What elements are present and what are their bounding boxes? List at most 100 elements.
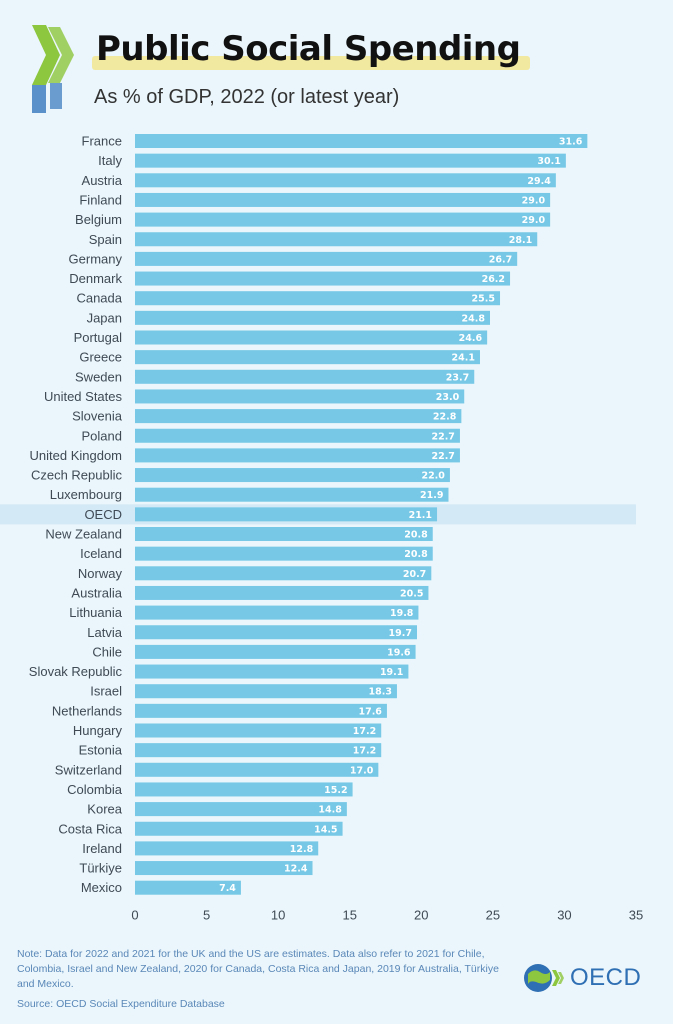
bar (135, 468, 450, 483)
value-label: 30.1 (537, 156, 560, 167)
category-label: Denmark (69, 271, 122, 286)
x-tick-label: 15 (342, 908, 356, 923)
category-label: Ireland (82, 841, 122, 856)
bar (135, 861, 313, 876)
bar (135, 644, 416, 659)
value-label: 19.8 (390, 608, 414, 619)
x-tick-label: 20 (414, 908, 428, 923)
value-label: 23.0 (436, 392, 460, 403)
category-label: Germany (69, 251, 123, 266)
bar (135, 684, 397, 699)
category-label: Colombia (67, 782, 123, 797)
value-label: 25.5 (472, 294, 495, 305)
value-label: 18.3 (368, 687, 391, 698)
bar-chart: France 31.6 Italy 30.1 Austria 29.4 Finland 29.… (0, 133, 643, 923)
bar (135, 448, 460, 463)
category-label: Türkiye (79, 861, 122, 876)
category-label: Slovenia (72, 409, 123, 424)
value-label: 20.5 (400, 588, 423, 599)
category-label: Italy (98, 153, 122, 168)
value-label: 17.2 (353, 746, 376, 757)
category-label: France (82, 134, 122, 149)
bar (135, 821, 343, 836)
bar (135, 880, 241, 895)
value-label: 17.0 (350, 765, 374, 776)
category-label: Finland (79, 192, 122, 207)
category-label: OECD (84, 507, 122, 522)
value-label: 24.8 (462, 313, 486, 324)
bar (135, 192, 551, 207)
value-label: 14.5 (314, 824, 337, 835)
value-label: 14.8 (318, 805, 342, 816)
value-label: 12.4 (284, 864, 308, 875)
bar (135, 585, 429, 600)
value-label: 12.8 (290, 844, 314, 855)
value-label: 17.2 (353, 726, 376, 737)
bar (135, 330, 488, 345)
category-label: Estonia (79, 743, 123, 758)
category-label: Belgium (75, 212, 122, 227)
value-label: 7.4 (219, 883, 236, 894)
value-label: 21.1 (409, 510, 432, 521)
category-label: Hungary (73, 723, 123, 738)
bar (135, 605, 419, 620)
chart-title-text: Public Social Spending (96, 29, 521, 69)
bar (135, 310, 490, 325)
value-label: 20.8 (404, 549, 428, 560)
category-label: Portugal (74, 330, 123, 345)
category-label: Latvia (87, 625, 122, 640)
category-label: Czech Republic (31, 468, 123, 483)
category-label: Korea (87, 802, 122, 817)
value-label: 20.7 (403, 569, 426, 580)
value-label: 24.6 (459, 333, 483, 344)
value-label: 22.8 (433, 412, 457, 423)
category-label: Slovak Republic (29, 664, 123, 679)
globe-icon (524, 964, 564, 992)
bar (135, 723, 382, 738)
category-label: United Kingdom (30, 448, 123, 463)
x-tick-label: 25 (486, 908, 500, 923)
bar (135, 134, 588, 148)
bar (135, 153, 566, 168)
category-label: Poland (82, 428, 122, 443)
value-label: 15.2 (324, 785, 347, 796)
chart-title: Public Social Spending (92, 26, 531, 72)
value-label: 31.6 (559, 137, 583, 148)
bar (135, 802, 347, 817)
value-label: 29.4 (527, 176, 551, 187)
value-label: 29.0 (522, 195, 546, 206)
bar (135, 409, 462, 424)
bar (135, 546, 433, 561)
x-tick-label: 30 (557, 908, 571, 923)
category-label: Austria (82, 173, 123, 188)
bar (135, 487, 449, 502)
bar (135, 566, 432, 581)
title-block: Public Social Spending (92, 26, 531, 72)
oecd-chevron-logo-icon (32, 25, 74, 113)
category-label: United States (44, 389, 123, 404)
category-label: Israel (90, 684, 122, 699)
value-label: 22.0 (421, 471, 445, 482)
value-label: 19.7 (389, 628, 412, 639)
x-tick-label: 10 (271, 908, 285, 923)
x-tick-label: 35 (629, 908, 643, 923)
footnote: Note: Data for 2022 and 2021 for the UK … (17, 948, 499, 990)
category-label: Netherlands (52, 703, 123, 718)
bar (135, 703, 387, 718)
source-note: Source: OECD Social Expenditure Database (17, 998, 225, 1010)
value-label: 29.0 (522, 215, 546, 226)
value-label: 20.8 (404, 530, 428, 541)
bar (135, 841, 319, 856)
bar (135, 271, 511, 286)
category-label: New Zealand (45, 527, 122, 542)
category-label: Luxembourg (50, 487, 122, 502)
category-label: Sweden (75, 369, 122, 384)
x-tick-label: 0 (131, 908, 138, 923)
category-label: Norway (78, 566, 123, 581)
category-label: Switzerland (55, 762, 122, 777)
category-label: Chile (92, 644, 122, 659)
category-label: Greece (79, 350, 122, 365)
x-tick-label: 5 (203, 908, 210, 923)
category-label: Mexico (81, 880, 122, 895)
value-label: 22.7 (431, 451, 454, 462)
